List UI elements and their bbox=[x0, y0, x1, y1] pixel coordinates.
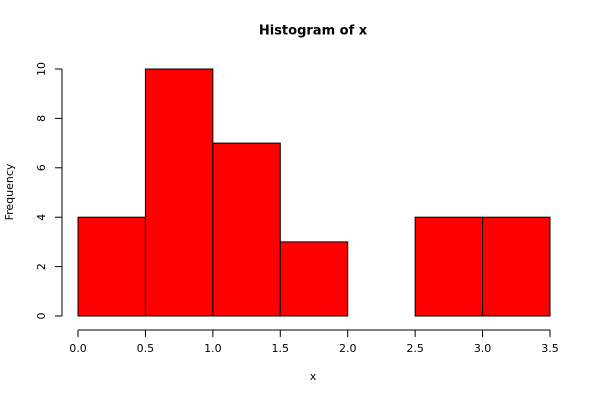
y-tick-label: 8 bbox=[35, 115, 48, 122]
chart-title: Histogram of x bbox=[259, 24, 368, 39]
x-tick-label: 2.0 bbox=[339, 342, 357, 355]
x-tick-label: 3.5 bbox=[541, 342, 559, 355]
bar bbox=[279, 241, 349, 317]
y-tick-label: 6 bbox=[35, 164, 48, 171]
y-tick-label: 10 bbox=[35, 62, 48, 76]
x-tick-label: 2.5 bbox=[406, 342, 424, 355]
bar bbox=[482, 216, 551, 317]
bar bbox=[414, 216, 484, 317]
y-tick-label: 2 bbox=[35, 263, 48, 270]
y-tick-label: 4 bbox=[35, 214, 48, 221]
bar bbox=[144, 68, 214, 317]
x-tick-label: 3.0 bbox=[474, 342, 492, 355]
x-axis-label: x bbox=[310, 370, 317, 383]
x-tick-label: 1.5 bbox=[272, 342, 290, 355]
bar bbox=[212, 142, 281, 317]
y-tick-label: 0 bbox=[35, 313, 48, 320]
bar bbox=[77, 216, 146, 317]
x-tick-label: 0.5 bbox=[137, 342, 155, 355]
y-axis-label: Frequency bbox=[3, 163, 16, 220]
x-tick-label: 1.0 bbox=[204, 342, 222, 355]
x-tick-label: 0.0 bbox=[69, 342, 87, 355]
